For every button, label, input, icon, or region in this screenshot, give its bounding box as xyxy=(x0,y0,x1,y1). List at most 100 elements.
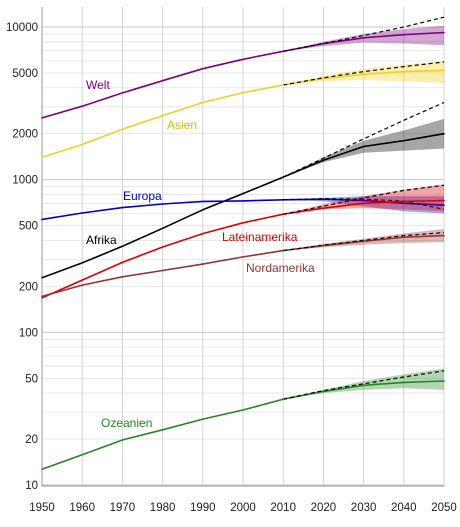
asien-point xyxy=(242,91,244,94)
europa-point xyxy=(443,204,445,206)
y-tick-label: 200 xyxy=(19,281,38,293)
series-ozeanien: Ozeanien xyxy=(41,368,445,471)
welt-point xyxy=(282,50,285,53)
lateinamerika-point xyxy=(121,261,124,264)
afrika-point xyxy=(81,262,83,264)
ozeanien-point xyxy=(443,380,445,382)
europa-point xyxy=(242,200,244,202)
welt-point xyxy=(443,31,445,34)
ozeanien-point xyxy=(282,398,285,401)
asien-projection-line xyxy=(283,61,445,86)
y-tick-label: 5000 xyxy=(12,68,38,80)
nordamerika-point xyxy=(282,249,285,252)
y-tick-label: 100 xyxy=(19,327,38,339)
y-tick-label: 20 xyxy=(25,434,38,446)
welt-point xyxy=(161,79,164,82)
welt-point xyxy=(41,117,43,119)
x-tick-label: 1990 xyxy=(190,502,216,514)
afrika-point xyxy=(282,176,285,178)
europa-point xyxy=(121,206,124,209)
nordamerika-point xyxy=(242,256,244,258)
x-tick-label: 1970 xyxy=(110,502,136,514)
lateinamerika-point xyxy=(362,202,365,205)
afrika-point xyxy=(202,209,204,211)
europa-point xyxy=(362,199,365,202)
afrika-point xyxy=(41,276,43,279)
lateinamerika-point xyxy=(322,207,325,209)
nordamerika-point xyxy=(81,284,83,286)
welt-projection-line xyxy=(283,16,445,52)
x-tick-label: 2020 xyxy=(311,502,337,514)
welt-point xyxy=(322,42,325,45)
ozeanien-projection-line xyxy=(283,370,445,400)
afrika-point xyxy=(121,245,124,248)
afrika-point xyxy=(161,227,164,230)
nordamerika-point xyxy=(41,295,43,298)
afrika-point xyxy=(242,192,244,195)
asien-point xyxy=(322,77,325,80)
y-tick-label: 2000 xyxy=(12,129,38,141)
x-tick-label: 1980 xyxy=(150,502,176,514)
y-tick-label: 10000 xyxy=(6,22,38,34)
y-tick-label: 50 xyxy=(25,373,38,385)
ozeanien-point xyxy=(41,468,43,471)
gridlines xyxy=(41,7,445,486)
ozeanien-point xyxy=(322,390,325,393)
europa-point xyxy=(202,200,204,203)
europa-point xyxy=(161,203,164,205)
y-tick-label: 10 xyxy=(25,480,38,492)
x-tick-label: 2050 xyxy=(431,502,457,514)
lateinamerika-projection-line xyxy=(283,184,445,215)
asien-point xyxy=(81,143,83,146)
lateinamerika-point xyxy=(403,200,405,203)
ozeanien-point xyxy=(202,418,204,420)
series-europa: Europa xyxy=(41,189,445,221)
asien-point xyxy=(443,69,445,72)
nordamerika-projection-line xyxy=(283,232,445,252)
afrika-uncertainty-band xyxy=(283,118,444,178)
x-tick-label: 2010 xyxy=(270,502,296,514)
welt-label: Welt xyxy=(86,78,110,92)
nordamerika-point xyxy=(322,244,325,247)
ozeanien-point xyxy=(362,384,365,387)
afrika-point xyxy=(362,145,365,148)
nordamerika-point xyxy=(121,276,124,278)
nordamerika-label: Nordamerika xyxy=(246,261,315,275)
x-tick-label: 2040 xyxy=(391,502,417,514)
ozeanien-point xyxy=(161,429,164,431)
ozeanien-point xyxy=(81,453,83,456)
x-tick-label: 1950 xyxy=(29,502,55,514)
asien-label: Asien xyxy=(167,118,197,132)
afrika-point xyxy=(403,139,405,142)
series-afrika: Afrika xyxy=(41,101,445,279)
asien-point xyxy=(202,101,204,104)
europa-point xyxy=(282,199,285,201)
afrika-label: Afrika xyxy=(86,233,117,247)
series-asien: Asien xyxy=(41,60,445,159)
lateinamerika-point xyxy=(202,232,204,235)
ozeanien-point xyxy=(403,381,405,384)
lateinamerika-point xyxy=(161,246,164,248)
nordamerika-point xyxy=(362,240,365,243)
afrika-projection-line xyxy=(282,101,445,178)
nordamerika-point xyxy=(443,234,445,237)
nordamerika-point xyxy=(202,263,204,265)
y-tick-label: 500 xyxy=(19,221,38,233)
x-tick-label: 1960 xyxy=(69,502,95,514)
welt-point xyxy=(121,92,124,94)
afrika-point xyxy=(322,159,325,162)
europa-projection-line xyxy=(283,198,445,210)
europa-point xyxy=(81,212,83,214)
europa-point xyxy=(322,198,325,200)
welt-point xyxy=(202,67,204,70)
y-tick-label: 1000 xyxy=(12,175,38,187)
asien-point xyxy=(121,128,124,130)
ozeanien-label: Ozeanien xyxy=(101,416,152,430)
x-tick-label: 2030 xyxy=(351,502,377,514)
ozeanien-point xyxy=(121,439,124,441)
lateinamerika-point xyxy=(443,199,445,202)
asien-point xyxy=(282,84,285,86)
series-lateinamerika: Lateinamerika xyxy=(41,184,445,299)
lateinamerika-point xyxy=(41,297,43,299)
